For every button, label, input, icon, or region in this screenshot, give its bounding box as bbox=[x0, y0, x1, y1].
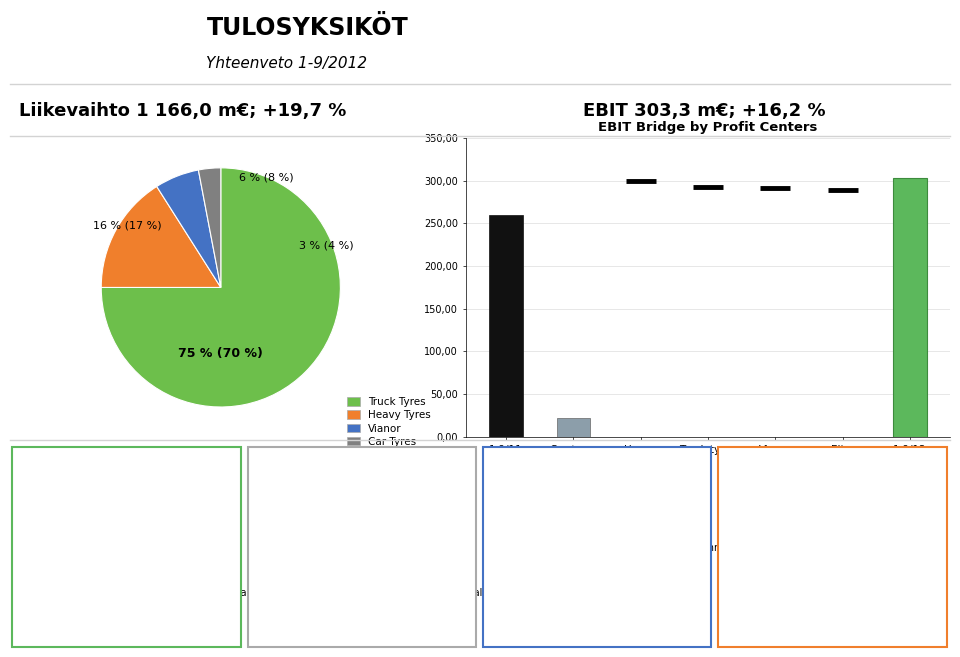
Bar bbox=[490, 215, 523, 437]
Text: 16 % (17 %): 16 % (17 %) bbox=[93, 220, 162, 230]
Bar bbox=[893, 178, 926, 437]
Text: EBIT 303,3 m€; +16,2 %: EBIT 303,3 m€; +16,2 % bbox=[584, 102, 827, 120]
Text: Liikevaihto: 78,5 m€; -5,7 %: Liikevaihto: 78,5 m€; -5,7 % bbox=[270, 489, 407, 499]
Text: 11: 11 bbox=[928, 637, 946, 651]
Wedge shape bbox=[199, 168, 221, 288]
Text: Yhteenveto 1-9/2012: Yhteenveto 1-9/2012 bbox=[206, 56, 368, 71]
Bar bbox=[557, 418, 590, 437]
Text: nokian: nokian bbox=[63, 24, 143, 45]
Text: Liikevaihto: 38,3 m€; -14,1 %: Liikevaihto: 38,3 m€; -14,1 % bbox=[505, 489, 648, 499]
Text: Avaintuotteet: metsä-, teollisuus- ja maatalouskoneiden renkaat: Avaintuotteet: metsä-, teollisuus- ja ma… bbox=[270, 587, 585, 598]
Legend: Truck Tyres, Heavy Tyres, Vianor, Car Tyres: Truck Tyres, Heavy Tyres, Vianor, Car Ty… bbox=[348, 397, 431, 447]
Text: Liikevaihto 1 166,0 m€; +19,7 %: Liikevaihto 1 166,0 m€; +19,7 % bbox=[19, 102, 347, 120]
Text: RENKAAT: RENKAAT bbox=[49, 53, 157, 73]
Text: 3 % (4 %): 3 % (4 %) bbox=[299, 240, 353, 250]
Text: 986 myyntipistettä 24 maassa Nokian Renkaiden ydinmarkkinoilla: 986 myyntipistettä 24 maassa Nokian Renk… bbox=[740, 587, 926, 609]
Text: Avaintuotteet: kuorma-autonrenkaat ja pinnoitusmateriaalit: Avaintuotteet: kuorma-autonrenkaat ja pi… bbox=[505, 543, 798, 553]
Text: 6 % (8 %): 6 % (8 %) bbox=[239, 172, 294, 183]
Text: Vianor: Vianor bbox=[729, 460, 772, 473]
Wedge shape bbox=[101, 168, 341, 407]
Text: Kuorma-auton renkaat: Kuorma-auton renkaat bbox=[493, 460, 643, 473]
Wedge shape bbox=[156, 170, 221, 288]
Text: EBIT: -11,7 m€; -9,3 %: EBIT: -11,7 m€; -9,3 % bbox=[740, 522, 849, 532]
Text: EBIT-%: 34,6 % (35,8 %): EBIT-%: 34,6 % (35,8 %) bbox=[35, 555, 153, 565]
Text: Liikevaihto: 194,0 m€; +7,1 %: Liikevaihto: 194,0 m€; +7,1 % bbox=[740, 489, 888, 499]
Text: Henkilöautonrenkaat: Henkilöautonrenkaat bbox=[23, 460, 163, 473]
Text: 75 % (70 %): 75 % (70 %) bbox=[179, 347, 263, 359]
Text: EBIT: 9,9 m€; -30,3 %: EBIT: 9,9 m€; -30,3 % bbox=[270, 522, 374, 532]
Wedge shape bbox=[101, 187, 221, 288]
Text: Raskaat Renkaat: Raskaat Renkaat bbox=[258, 460, 370, 473]
Text: EBIT-%: 12,6 % (17,0 %): EBIT-%: 12,6 % (17,0 %) bbox=[270, 555, 388, 565]
Title: EBIT Bridge by Profit Centers: EBIT Bridge by Profit Centers bbox=[598, 121, 818, 134]
Text: EBIT: 316,7 m€; +20,9 %: EBIT: 316,7 m€; +20,9 % bbox=[35, 522, 156, 532]
Text: ®: ® bbox=[155, 24, 162, 34]
Text: Avaintuotteet: nastalliset ja nastattomat talvirenkaat, korkean nopeusluokan kes: Avaintuotteet: nastalliset ja nastattoma… bbox=[35, 587, 474, 598]
Text: TULOSYKSIKÖT: TULOSYKSIKÖT bbox=[206, 16, 408, 39]
Text: EBIT-%: -6,0 % (-5,9 %): EBIT-%: -6,0 % (-5,9 %) bbox=[740, 555, 853, 565]
Text: Liikevaihto: 915,9 m€; +25,0 %: Liikevaihto: 915,9 m€; +25,0 % bbox=[35, 489, 188, 499]
